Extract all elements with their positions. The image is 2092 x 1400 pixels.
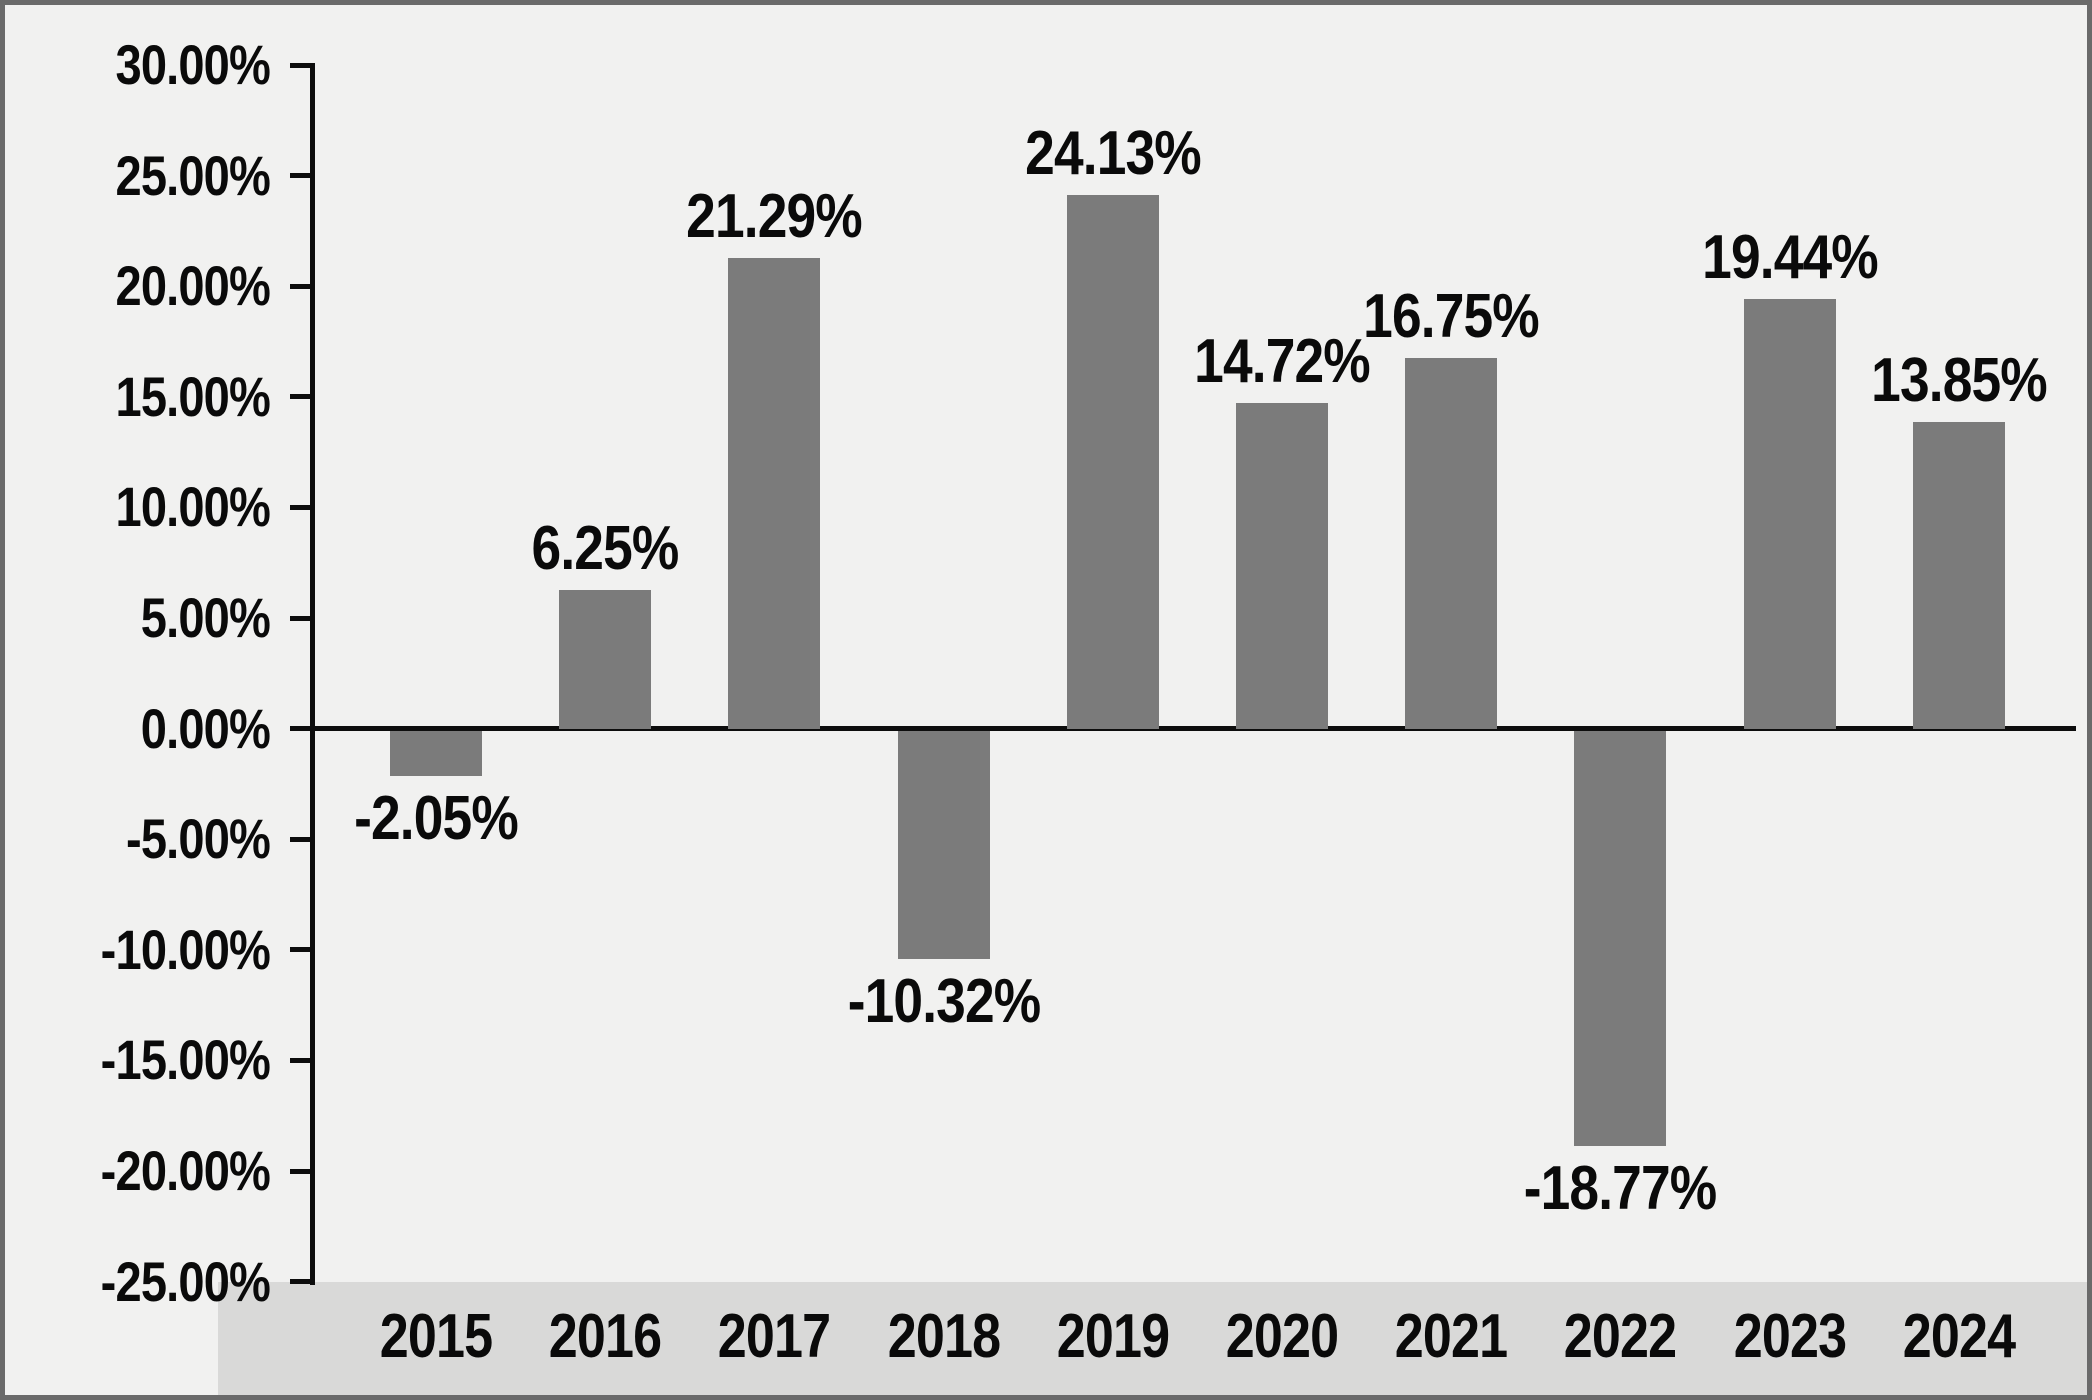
value-label-2015: -2.05% [354,783,519,853]
y-tick-mark [290,947,315,953]
y-axis-tick-label: 15.00% [115,364,271,428]
y-axis-tick-label: 25.00% [115,143,271,207]
x-axis-label-2020: 2020 [1225,1302,1339,1371]
y-tick-mark [290,394,315,400]
y-axis-tick-label: 30.00% [115,33,271,96]
y-tick-mark [290,504,315,510]
y-axis-tick-label: 0.00% [140,696,271,760]
y-axis-tick-label: -15.00% [100,1028,271,1092]
value-label-2016: 6.25% [531,514,680,584]
x-axis-label-2015: 2015 [379,1302,493,1371]
bar-2024 [1912,422,2005,729]
y-tick-mark [290,1057,315,1063]
value-label-2022: -18.77% [1524,1153,1717,1223]
bar-2019 [1066,194,1159,729]
value-label-2020: 14.72% [1194,326,1371,396]
value-label-2021: 16.75% [1363,282,1540,352]
x-axis-label-2022: 2022 [1564,1302,1677,1371]
y-axis-tick-label: -10.00% [100,917,271,981]
y-tick-mark [290,836,315,842]
y-axis-tick-label: -5.00% [125,807,271,871]
bar-2021 [1405,358,1498,729]
x-axis-label-2023: 2023 [1733,1302,1846,1371]
value-label-2017: 21.29% [686,181,864,251]
y-axis-tick-label: 20.00% [115,254,271,318]
y-tick-mark [290,283,315,289]
y-tick-mark [290,62,315,68]
value-label-2023: 19.44% [1701,222,1879,292]
y-axis-line [310,65,315,1285]
y-tick-mark [290,173,315,179]
x-axis-label-2017: 2017 [718,1302,831,1371]
y-tick-mark [290,726,315,732]
x-axis-label-2018: 2018 [887,1302,1000,1371]
plot-area: 30.00% 25.00% 20.00% 15.00% 10.00% 5.00% 0.00%… [5,5,2087,1395]
y-axis-tick-label: 10.00% [115,475,271,539]
bar-2020 [1236,402,1328,729]
bar-2016 [559,590,652,729]
bar-2022 [1574,731,1667,1147]
value-label-2019: 24.13% [1024,118,1202,188]
value-label-2024: 13.85% [1870,346,2048,416]
bar-2017 [728,257,821,729]
x-axis-label-2024: 2024 [1902,1302,2016,1371]
x-axis-label-2016: 2016 [548,1302,662,1371]
y-axis-tick-label: 5.00% [140,586,271,649]
bar-2023 [1743,298,1836,729]
x-axis-label-2019: 2019 [1056,1302,1170,1371]
y-tick-mark [290,1168,315,1174]
y-axis-tick-label: -25.00% [100,1249,271,1313]
category-axis-band [218,1282,2087,1395]
x-axis-label-2021: 2021 [1394,1302,1508,1371]
y-axis-tick-label: -20.00% [100,1139,271,1202]
y-tick-mark [290,1279,315,1285]
value-label-2018: -10.32% [847,966,1040,1036]
bar-2015 [390,731,482,777]
y-tick-mark [290,615,315,621]
zero-baseline [310,726,2076,732]
bar-2018 [897,731,990,960]
